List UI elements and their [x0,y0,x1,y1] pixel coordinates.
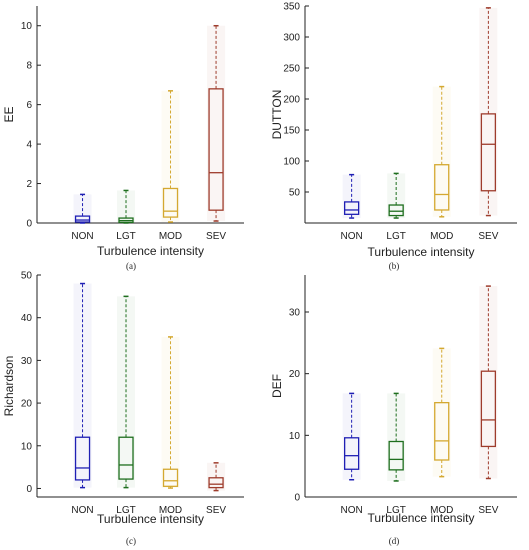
y-tick-label: 100 [283,157,300,168]
x-tick-label: LGT [116,505,135,516]
box-lgt [117,295,136,489]
box-iqr [434,401,450,461]
box-sev [207,24,226,222]
y-tick-label: 6 [26,100,32,111]
y-tick-label: 40 [21,313,33,324]
y-tick-label: 250 [283,64,300,75]
y-tick-label: 30 [289,308,301,319]
box-iqr [208,88,224,211]
x-axis-label: Turbulence intensity [97,512,204,526]
box-mod [161,90,180,223]
y-axis-label: DEF [270,374,284,398]
box-mod [161,336,180,489]
y-tick-label: 350 [283,2,300,13]
x-tick-label: NON [71,505,93,516]
x-tick-label: NON [71,231,93,242]
y-tick-label: 20 [21,399,33,410]
x-tick-label: MOD [159,231,182,242]
panel-label: (a) [126,261,136,271]
y-tick-label: 50 [21,271,33,282]
y-tick-label: 0 [294,493,300,504]
x-tick-label: LGT [386,505,405,516]
y-tick-label: 10 [21,441,33,452]
box-shade [207,25,226,222]
x-tick-label: SEV [206,231,226,242]
y-tick-label: 30 [21,356,33,367]
box-mod [432,347,451,478]
x-tick-label: SEV [478,231,498,242]
x-tick-label: MOD [430,505,453,516]
box-iqr [388,440,404,471]
x-tick-label: MOD [159,505,182,516]
x-tick-label: SEV [206,505,226,516]
y-tick-label: 0 [26,219,32,230]
box-iqr [388,204,404,217]
y-tick-label: 300 [283,33,300,44]
box-mod [432,85,451,218]
y-axis-label: DUTTON [270,90,284,140]
box-iqr [118,436,134,480]
x-axis-label: Turbulence intensity [368,511,475,525]
box-iqr [162,187,179,218]
x-axis-label: Turbulence intensity [97,244,204,258]
x-tick-label: SEV [478,505,498,516]
box-non [342,173,361,219]
y-tick-label: 50 [289,188,301,199]
y-tick-label: 150 [283,126,300,137]
y-tick-label: 2 [26,179,32,190]
box-iqr [343,201,360,215]
y-axis-label: Richardson [2,356,16,417]
y-tick-label: 20 [289,369,301,380]
x-axis-label: Turbulence intensity [368,245,475,259]
box-shade [432,86,451,217]
panel-label: (c) [126,536,136,546]
y-tick-label: 4 [26,140,32,151]
box-lgt [387,392,406,482]
x-tick-label: NON [341,505,363,516]
x-tick-label: MOD [430,231,453,242]
y-tick-label: 10 [289,431,301,442]
box-shade [479,286,498,479]
y-tick-label: 200 [283,95,300,106]
box-iqr [343,437,360,470]
y-tick-label: 8 [26,61,32,72]
box-sev [479,285,498,480]
box-iqr [74,436,91,481]
y-tick-label: 10 [21,21,33,32]
box-sev [479,7,498,217]
box-iqr [480,370,497,448]
box-iqr [162,468,179,487]
y-axis-label: EE [2,106,16,122]
chart-panel-2: 50 100 150 200 250 300 350 NON LGT MOD SEVTurbulen… [270,2,517,271]
box-iqr [208,477,224,489]
box-iqr [480,113,497,192]
x-tick-label: LGT [386,231,405,242]
box-iqr [434,164,450,211]
panel-label: (b) [389,261,400,271]
box-non [73,193,92,224]
box-lgt [117,189,136,224]
box-shade [387,393,406,481]
box-sev [207,462,226,492]
x-tick-label: NON [341,231,363,242]
box-lgt [387,172,406,219]
panel-label: (d) [389,536,400,546]
y-tick-label: 0 [26,484,32,495]
x-tick-label: LGT [116,231,135,242]
box-iqr [74,215,91,223]
box-shade [387,173,406,219]
box-shade [432,348,451,477]
box-non [73,282,92,489]
box-non [342,392,361,481]
